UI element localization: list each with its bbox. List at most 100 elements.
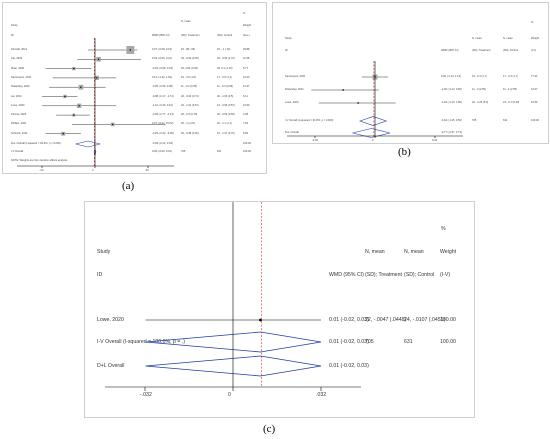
overall-treatment-n: 705 <box>472 119 477 122</box>
wmd-value: 0.07 (-0.02, 15.02) <box>152 122 174 126</box>
weight-value: 8.65 <box>243 131 249 135</box>
wmd-value: -0.05 (-0.56, 0.08) <box>152 85 173 89</box>
weight-header: Weight <box>440 249 457 255</box>
treatment-value: 15, -0.5 (1.8) <box>181 75 196 79</box>
id-header: ID <box>285 49 288 52</box>
control-value: 25, 0.1 (1.15) <box>217 66 233 70</box>
control-value: 33, -0.05 (1.72) <box>217 57 235 61</box>
overall-diamond <box>75 140 101 148</box>
forest-plot-b-svg <box>287 61 463 138</box>
wmd-header: WMD (95% CI) <box>329 272 364 278</box>
weight-value: 10.44 <box>243 75 250 79</box>
id-header: ID <box>97 272 103 278</box>
wmd-value: -0.48 (-0.77, -0.13) <box>152 113 174 117</box>
treatment-value: 25, 0.04 (0.03) <box>181 66 198 70</box>
panel-a-label: (a) <box>122 180 135 192</box>
overall-diamond <box>145 355 322 377</box>
overall-weight: 100.00 <box>440 339 456 345</box>
treatment-value: 22, -1.01 (0.51) <box>181 103 199 107</box>
overall-label: D+L Overall <box>285 131 299 134</box>
panel-c-label: (c) <box>263 423 276 435</box>
point-estimate <box>111 123 114 126</box>
study-name: Samimpeor, 2021 <box>11 75 32 79</box>
study-name: Schmidt, 2021 <box>11 131 28 135</box>
control-value: 10, -1.07 (0.76) <box>217 131 235 135</box>
wmd-value: -0.08 (-0.17, -1.71) <box>152 94 174 98</box>
pct-header: % <box>441 226 446 232</box>
n-mean-treatment-header: N, mean <box>365 249 385 255</box>
forest-plot-a-svg <box>17 38 174 168</box>
overall-treatment-n: 705 <box>181 150 186 153</box>
weight-value: 5.77 <box>243 66 249 70</box>
overall-wmd: -0.44 (-1.45, 0.56) <box>441 119 462 122</box>
n-mean-treatment-header: N, mean <box>181 20 191 23</box>
control-value: 24, -.0107 (.0451) <box>404 317 446 323</box>
x-tick-label: .032 <box>316 392 327 398</box>
overall-control-n: 631 <box>404 339 413 345</box>
study-header: Study <box>285 37 292 40</box>
study-header: Study <box>97 249 111 255</box>
study-name: Cai, 2019 <box>11 57 23 61</box>
study-name: Lowe, 2020 <box>11 103 25 107</box>
weight-header: Weight <box>531 37 540 40</box>
weight-value: 4.38 <box>243 113 249 117</box>
overall-control-n: 631 <box>503 119 508 122</box>
point-estimate <box>80 86 82 88</box>
study-name: Lowe, 2020 <box>97 317 124 323</box>
x-tick-label: 0.32 <box>432 139 438 142</box>
control-value: 17, -0.6 (1.1) <box>217 75 232 79</box>
weight-type-header: (I-V) <box>440 272 451 278</box>
study-name: Rokandey, 2021 <box>11 85 30 89</box>
control-value: 11, -1 (2.55) <box>503 88 517 91</box>
overall-wmd: 0.00 (-0.00, 0.01) <box>152 150 172 153</box>
study-name: Samimpeor, 2021 <box>285 75 306 78</box>
control-value: 24, -0.1 (5.43) <box>503 101 520 104</box>
forest-plot-panel-a: % Study N, mean Weight ID WMD (95% CI) (… <box>2 2 267 174</box>
control-value: 17, -0.3 (1.7) <box>503 75 518 78</box>
forest-plot-c-svg <box>105 202 361 391</box>
pct-header: % <box>243 12 246 15</box>
wmd-header: WMD (95% CI) <box>441 49 459 52</box>
note-text: NOTE: Weights are from random effects an… <box>11 159 68 162</box>
wmd-value: 0.01 (-0.02, 0.03) <box>329 317 369 323</box>
overall-diamond <box>359 116 388 126</box>
study-name: Pecina, 2020 <box>11 113 27 117</box>
sd-control-header: (SD); Control <box>503 49 519 52</box>
wmd-value: -0.03 (-0.08, 0.03) <box>152 66 173 70</box>
wmd-value: -2.00 (-3.13, 0.50) <box>441 88 462 91</box>
panel-b-label: (b) <box>398 146 411 158</box>
wmd-value: -1.20 (-4.13, 1.86) <box>441 101 462 104</box>
treatment-value: 20, -0.5 (0.75) <box>181 113 198 117</box>
x-tick-label: 0 <box>372 139 374 142</box>
study-name: Ahmadi, 2021 <box>11 48 28 51</box>
overall-wmd: -0.77 (-2.37, 0.73) <box>441 131 462 134</box>
overall-wmd: 0.01 (-0.02, 0.03) <box>329 339 369 345</box>
forest-plot-panel-c: % Study N, mean N, mean Weight ID WMD (9… <box>84 201 475 418</box>
point-estimate <box>96 77 98 79</box>
n-mean-control-header: N, mean <box>404 249 424 255</box>
weight-value: 77.34 <box>531 75 538 78</box>
treatment-value: 20, -1 (1.07) <box>181 122 196 126</box>
overall-treatment-n: 705 <box>365 339 374 345</box>
weight-header: Weight <box>243 24 252 27</box>
overall-diamond <box>145 331 322 353</box>
x-tick-label: -.032 <box>140 392 152 398</box>
weight-value: 10.59 <box>243 103 250 107</box>
study-name: Lowe, 2020 <box>285 101 299 104</box>
control-value: 15, -.1 (.16) <box>217 48 231 51</box>
overall-control-n: 631 <box>217 150 222 153</box>
control-value: 11, -0.3 (0.06) <box>217 85 234 89</box>
point-estimate <box>342 89 344 91</box>
forest-plot-panel-b: % Study N, mean N, mean Weight ID WMD (9… <box>272 2 549 144</box>
weight-type-header: (I-V) <box>531 49 537 52</box>
overall-wmd: -0.09 (-0.22, 0.03) <box>152 142 173 145</box>
treatment-value: 15, -0.3 (1.7) <box>472 75 487 78</box>
weight-type-header: (D+L) <box>243 34 250 37</box>
sd-treatment-header: (SD); Treatment <box>365 272 402 278</box>
wmd-value: -1.10 (-0.46, 0.61) <box>152 103 173 107</box>
sd-treatment-header: (SD); Treatment <box>181 34 200 37</box>
treatment-value: 11, -3 (2.55) <box>472 88 486 91</box>
wmd-header: WMD (95% CI) <box>152 34 170 37</box>
study-name: Rokandey, 2021 <box>285 88 304 91</box>
treatment-value: 22, -.0047 (.0448) <box>365 317 407 323</box>
